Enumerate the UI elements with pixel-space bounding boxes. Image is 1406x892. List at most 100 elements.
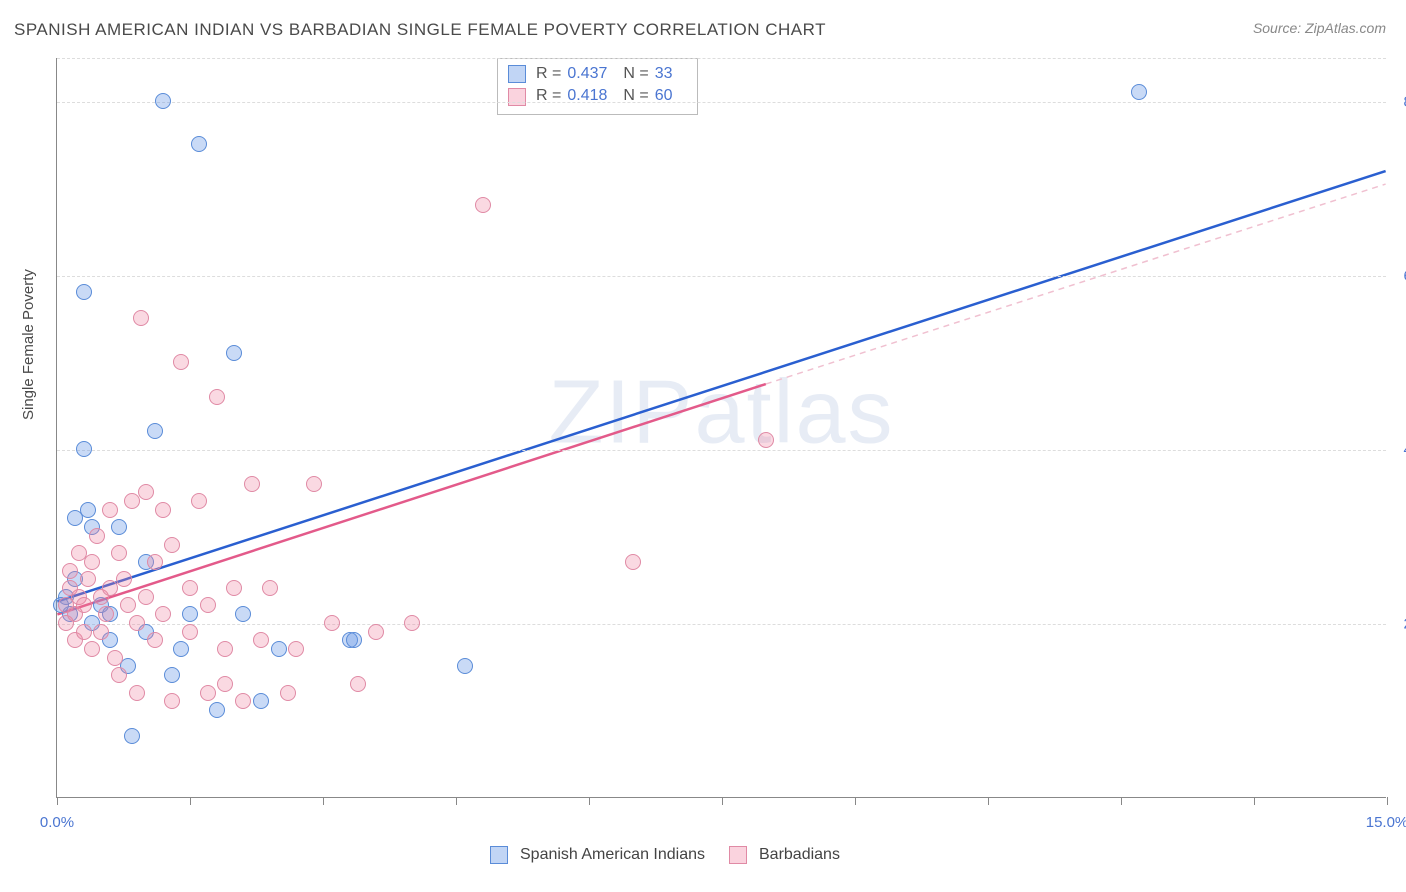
data-point: [346, 632, 362, 648]
data-point: [217, 676, 233, 692]
data-point: [76, 441, 92, 457]
data-point: [93, 624, 109, 640]
swatch-icon: [729, 846, 747, 864]
data-point: [209, 702, 225, 718]
stat-r-value: 0.437: [567, 63, 607, 85]
data-point: [209, 389, 225, 405]
data-point: [76, 284, 92, 300]
x-tick-label: 15.0%: [1366, 814, 1406, 831]
x-tick: [988, 797, 989, 805]
data-point: [98, 606, 114, 622]
source-attribution: Source: ZipAtlas.com: [1253, 20, 1386, 36]
data-point: [262, 580, 278, 596]
data-point: [200, 597, 216, 613]
stats-row-series-1: R = 0.437 N = 33: [508, 63, 683, 85]
data-point: [138, 484, 154, 500]
x-tick-label: 0.0%: [40, 814, 74, 831]
data-point: [76, 624, 92, 640]
x-tick: [1254, 797, 1255, 805]
x-tick: [190, 797, 191, 805]
data-point: [155, 606, 171, 622]
data-point: [200, 685, 216, 701]
data-point: [217, 641, 233, 657]
stat-n-label: N =: [623, 63, 648, 85]
data-point: [62, 563, 78, 579]
data-point: [404, 615, 420, 631]
data-point: [129, 685, 145, 701]
data-point: [306, 476, 322, 492]
data-point: [111, 519, 127, 535]
data-point: [138, 589, 154, 605]
data-point: [102, 502, 118, 518]
stat-r-label: R =: [536, 63, 561, 85]
data-point: [80, 502, 96, 518]
data-point: [235, 693, 251, 709]
chart-container: SPANISH AMERICAN INDIAN VS BARBADIAN SIN…: [0, 0, 1406, 892]
x-tick: [1121, 797, 1122, 805]
data-point: [191, 493, 207, 509]
data-point: [182, 606, 198, 622]
data-point: [324, 615, 340, 631]
data-point: [244, 476, 260, 492]
gridline: [57, 624, 1386, 625]
trendlines-layer: [57, 58, 1386, 797]
data-point: [84, 641, 100, 657]
data-point: [173, 641, 189, 657]
legend-item: Spanish American Indians: [490, 846, 705, 864]
data-point: [111, 667, 127, 683]
data-point: [107, 650, 123, 666]
data-point: [182, 580, 198, 596]
correlation-stats-box: R = 0.437 N = 33 R = 0.418 N = 60: [497, 58, 698, 115]
data-point: [280, 685, 296, 701]
gridline: [57, 276, 1386, 277]
plot-area: ZIPatlas R = 0.437 N = 33 R = 0.418 N = …: [56, 58, 1386, 798]
data-point: [191, 136, 207, 152]
data-point: [350, 676, 366, 692]
stat-n-value: 33: [655, 63, 673, 85]
data-point: [129, 615, 145, 631]
stats-row-series-2: R = 0.418 N = 60: [508, 85, 683, 107]
y-axis-label: Single Female Poverty: [20, 269, 37, 420]
x-tick: [1387, 797, 1388, 805]
x-tick: [722, 797, 723, 805]
chart-title: SPANISH AMERICAN INDIAN VS BARBADIAN SIN…: [14, 20, 826, 40]
data-point: [133, 310, 149, 326]
x-tick: [589, 797, 590, 805]
data-point: [84, 554, 100, 570]
data-point: [111, 545, 127, 561]
data-point: [155, 93, 171, 109]
gridline: [57, 450, 1386, 451]
data-point: [155, 502, 171, 518]
legend-label: Spanish American Indians: [520, 846, 705, 864]
data-point: [475, 197, 491, 213]
data-point: [120, 597, 136, 613]
stat-n-value: 60: [655, 85, 673, 107]
swatch-icon: [508, 88, 526, 106]
data-point: [124, 728, 140, 744]
data-point: [1131, 84, 1147, 100]
data-point: [235, 606, 251, 622]
data-point: [147, 554, 163, 570]
data-point: [147, 632, 163, 648]
stat-r-label: R =: [536, 85, 561, 107]
data-point: [116, 571, 132, 587]
data-point: [89, 528, 105, 544]
gridline: [57, 102, 1386, 103]
data-point: [226, 580, 242, 596]
stat-n-label: N =: [623, 85, 648, 107]
data-point: [457, 658, 473, 674]
data-point: [368, 624, 384, 640]
data-point: [182, 624, 198, 640]
x-tick: [855, 797, 856, 805]
data-point: [80, 571, 96, 587]
data-point: [147, 423, 163, 439]
legend: Spanish American Indians Barbadians: [490, 846, 840, 864]
data-point: [288, 641, 304, 657]
data-point: [76, 597, 92, 613]
data-point: [164, 667, 180, 683]
data-point: [253, 632, 269, 648]
data-point: [164, 537, 180, 553]
legend-item: Barbadians: [729, 846, 840, 864]
data-point: [758, 432, 774, 448]
data-point: [173, 354, 189, 370]
